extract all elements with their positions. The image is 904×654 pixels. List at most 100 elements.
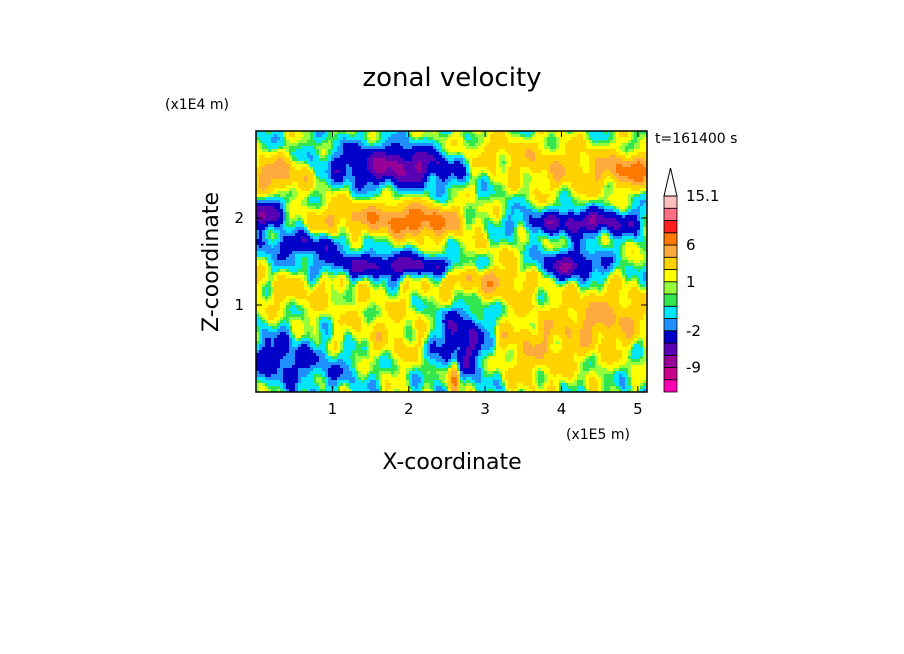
field-cell (397, 221, 401, 225)
field-cell (547, 194, 551, 198)
field-cell (307, 191, 311, 195)
field-cell (625, 131, 629, 135)
field-cell (598, 221, 602, 225)
field-cell (610, 155, 614, 159)
field-cell (625, 164, 629, 168)
field-cell (358, 155, 362, 159)
field-cell (511, 137, 515, 141)
field-cell (280, 224, 284, 228)
field-cell (313, 134, 317, 138)
field-cell (307, 227, 311, 231)
field-cell (535, 206, 539, 210)
field-cell (271, 197, 275, 201)
field-cell (442, 152, 446, 156)
field-cell (622, 140, 626, 144)
field-cell (484, 218, 488, 222)
field-cell (439, 191, 443, 195)
field-cell (643, 146, 647, 150)
field-cell (616, 176, 620, 180)
field-cell (580, 200, 584, 204)
field-cell (286, 146, 290, 150)
field-cell (430, 233, 434, 237)
field-cell (406, 194, 410, 198)
field-cell (286, 143, 290, 147)
field-cell (367, 215, 371, 219)
field-cell (541, 221, 545, 225)
field-cell (637, 185, 641, 189)
field-cell (562, 173, 566, 177)
field-cell (364, 167, 368, 171)
field-cell (331, 143, 335, 147)
field-cell (616, 137, 620, 141)
field-cell (610, 134, 614, 138)
field-cell (604, 218, 608, 222)
field-cell (418, 233, 422, 237)
field-cell (427, 167, 431, 171)
field-cell (418, 215, 422, 219)
field-cell (586, 137, 590, 141)
field-cell (256, 170, 260, 174)
field-cell (586, 167, 590, 171)
field-cell (286, 233, 290, 237)
field-cell (283, 182, 287, 186)
field-cell (400, 215, 404, 219)
field-cell (601, 155, 605, 159)
field-cell (334, 155, 338, 159)
field-cell (556, 173, 560, 177)
field-cell (274, 143, 278, 147)
field-cell (613, 173, 617, 177)
field-cell (406, 230, 410, 234)
field-cell (343, 134, 347, 138)
field-cell (607, 236, 611, 240)
field-cell (364, 185, 368, 189)
field-cell (523, 173, 527, 177)
field-cell (319, 152, 323, 156)
field-cell (364, 206, 368, 210)
field-cell (562, 203, 566, 207)
field-cell (640, 209, 644, 213)
field-cell (502, 197, 506, 201)
field-cell (457, 239, 461, 243)
field-cell (406, 134, 410, 138)
field-cell (463, 182, 467, 186)
field-cell (586, 218, 590, 222)
field-cell (490, 140, 494, 144)
field-cell (283, 164, 287, 168)
field-cell (274, 200, 278, 204)
field-cell (532, 179, 536, 183)
field-cell (451, 140, 455, 144)
field-cell (499, 164, 503, 168)
field-cell (412, 218, 416, 222)
field-cell (364, 218, 368, 222)
field-cell (421, 131, 425, 135)
field-cell (280, 200, 284, 204)
field-cell (505, 197, 509, 201)
field-cell (391, 212, 395, 216)
field-cell (304, 206, 308, 210)
field-cell (340, 161, 344, 165)
field-cell (307, 149, 311, 153)
field-cell (604, 140, 608, 144)
field-cell (520, 131, 524, 135)
field-cell (337, 185, 341, 189)
field-cell (622, 209, 626, 213)
field-cell (604, 170, 608, 174)
field-cell (487, 203, 491, 207)
field-cell (517, 164, 521, 168)
field-cell (481, 158, 485, 162)
field-cell (565, 209, 569, 213)
field-cell (397, 149, 401, 153)
field-cell (472, 134, 476, 138)
field-cell (418, 188, 422, 192)
field-cell (526, 212, 530, 216)
field-cell (310, 218, 314, 222)
field-cell (256, 161, 260, 165)
field-cell (409, 236, 413, 240)
field-cell (301, 236, 305, 240)
field-cell (595, 137, 599, 141)
field-cell (640, 239, 644, 243)
field-cell (430, 182, 434, 186)
field-cell (532, 167, 536, 171)
field-cell (424, 230, 428, 234)
field-cell (523, 218, 527, 222)
